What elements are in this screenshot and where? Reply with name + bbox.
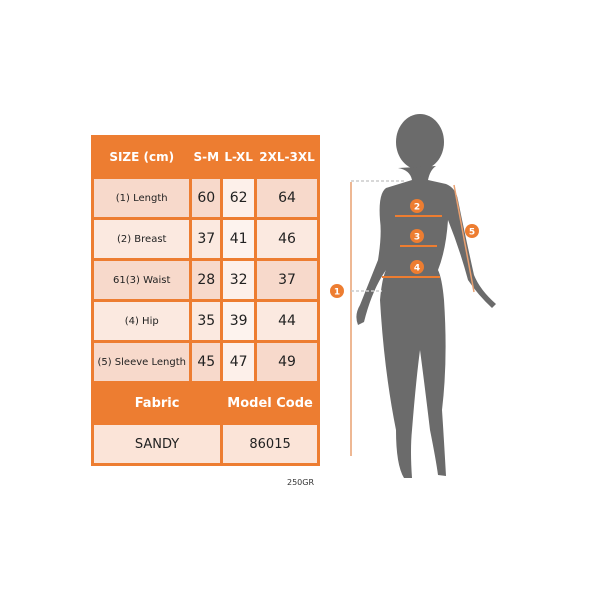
table-row: (5) Sleeve Length 45 47 49 (90, 340, 320, 384)
size-value: 28 (189, 258, 224, 302)
row-label: (5) Sleeve Length (90, 340, 193, 384)
marker-4: 4 (414, 264, 420, 274)
fabric-label: Fabric (90, 381, 224, 425)
size-value: 37 (189, 217, 224, 261)
marker-1: 1 (334, 288, 340, 298)
size-value: 64 (254, 176, 320, 220)
fabric-weight: 250GR (287, 478, 315, 487)
row-label: (1) Length (90, 176, 193, 220)
size-value: 37 (254, 258, 320, 302)
size-value: 62 (220, 176, 258, 220)
body-measurement-figure: 1 2 3 4 5 (330, 114, 496, 478)
header-size: SIZE (cm) (90, 135, 193, 179)
sleeve-arrow (453, 184, 475, 293)
row-label: (4) Hip (90, 299, 193, 343)
size-chart-table: SIZE (cm) S-M L-XL 2XL-3XL (1) Length 60 6… (90, 135, 320, 466)
body-arrows (382, 215, 442, 278)
fabric-header-row: Fabric Model Code (90, 381, 320, 425)
row-label: (2) Breast (90, 217, 193, 261)
size-value: 49 (254, 340, 320, 384)
table-row: (4) Hip 35 39 44 (90, 299, 320, 343)
table-header-row: SIZE (cm) S-M L-XL 2XL-3XL (90, 135, 320, 179)
table-row: 61(3) Waist 28 32 37 (90, 258, 320, 302)
size-value: 47 (220, 340, 258, 384)
size-value: 60 (189, 176, 224, 220)
size-value: 46 (254, 217, 320, 261)
table-row: (1) Length 60 62 64 (90, 176, 320, 220)
silhouette (356, 114, 496, 478)
size-value: 44 (254, 299, 320, 343)
marker-3: 3 (414, 233, 420, 243)
size-value: 45 (189, 340, 224, 384)
header-l-xl: L-XL (220, 135, 258, 179)
model-code-value: 86015 (220, 422, 320, 466)
marker-5: 5 (469, 228, 475, 238)
header-2xl-3xl: 2XL-3XL (254, 135, 320, 179)
measure-lines (350, 180, 475, 456)
model-code-label: Model Code (220, 381, 320, 425)
markers: 1 2 3 4 5 (330, 199, 479, 298)
fabric-value-row: SANDY 86015 (90, 422, 320, 466)
fabric-value: SANDY (90, 422, 224, 466)
size-value: 35 (189, 299, 224, 343)
size-value: 41 (220, 217, 258, 261)
table-row: (2) Breast 37 41 46 (90, 217, 320, 261)
marker-2: 2 (414, 203, 420, 213)
size-value: 39 (220, 299, 258, 343)
header-s-m: S-M (189, 135, 224, 179)
size-value: 32 (220, 258, 258, 302)
row-label: 61(3) Waist (90, 258, 193, 302)
